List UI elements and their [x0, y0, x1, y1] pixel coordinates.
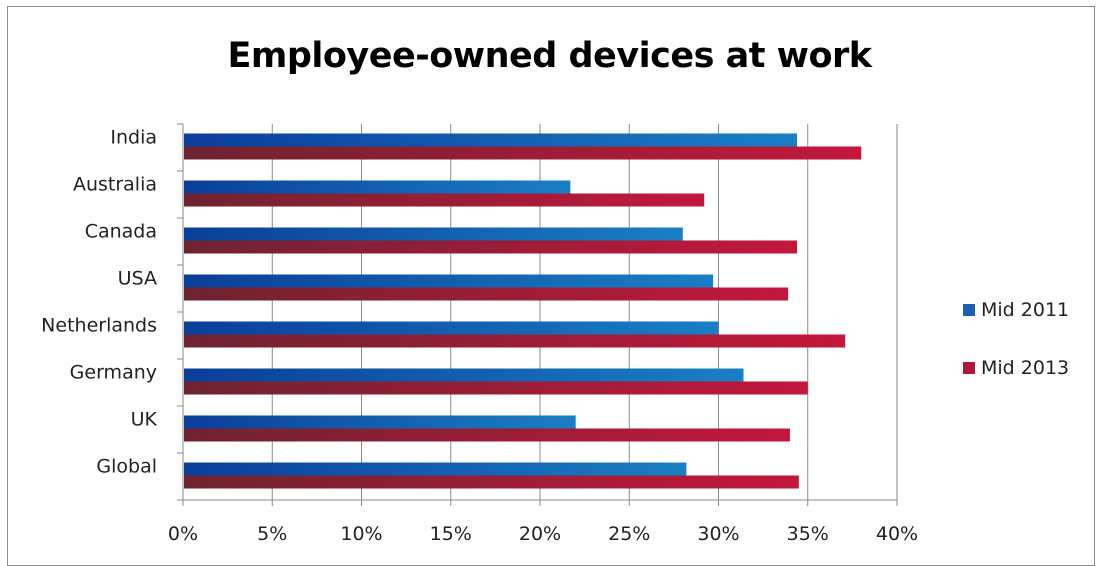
bar-india-mid-2011: [184, 133, 798, 147]
x-tick-label: 30%: [697, 523, 739, 545]
bar-canada-mid-2011: [184, 227, 683, 241]
category-label-netherlands: Netherlands: [41, 315, 157, 337]
legend: Mid 2011 Mid 2013: [963, 296, 1069, 412]
category-label-india: India: [110, 127, 157, 149]
x-tick-label: 0%: [168, 523, 198, 545]
bar-india-mid-2013: [184, 146, 862, 160]
x-tick-label: 20%: [519, 523, 561, 545]
x-tick-label: 40%: [876, 523, 918, 545]
bar-canada-mid-2013: [184, 240, 798, 254]
bar-netherlands-mid-2013: [184, 334, 846, 348]
x-tick-label: 35%: [787, 523, 829, 545]
legend-swatch-mid-2011: [963, 303, 975, 316]
bar-australia-mid-2013: [184, 193, 705, 207]
category-label-usa: USA: [118, 268, 157, 290]
chart-title: Employee-owned devices at work: [227, 36, 872, 76]
bar-germany-mid-2011: [184, 368, 744, 382]
legend-item-mid-2013: Mid 2013: [963, 354, 1069, 381]
legend-label-mid-2013: Mid 2013: [981, 356, 1070, 379]
category-label-australia: Australia: [73, 174, 157, 196]
bar-australia-mid-2011: [184, 180, 571, 194]
x-tick-label: 5%: [257, 523, 287, 545]
category-label-germany: Germany: [70, 362, 157, 384]
bar-global-mid-2013: [184, 475, 799, 489]
bar-global-mid-2011: [184, 462, 687, 476]
bar-netherlands-mid-2011: [184, 321, 719, 335]
category-label-canada: Canada: [85, 221, 157, 243]
bar-uk-mid-2013: [184, 428, 790, 442]
bar-germany-mid-2013: [184, 381, 808, 395]
bar-usa-mid-2011: [184, 274, 714, 288]
legend-label-mid-2011: Mid 2011: [981, 298, 1070, 321]
x-tick-label: 10%: [340, 523, 382, 545]
legend-swatch-mid-2013: [963, 361, 975, 374]
x-tick-label: 15%: [430, 523, 472, 545]
category-label-global: Global: [96, 456, 157, 478]
bar-usa-mid-2013: [184, 287, 789, 301]
bar-uk-mid-2011: [184, 415, 576, 429]
legend-item-mid-2011: Mid 2011: [963, 296, 1069, 323]
category-label-uk: UK: [131, 409, 158, 431]
x-tick-label: 25%: [608, 523, 650, 545]
